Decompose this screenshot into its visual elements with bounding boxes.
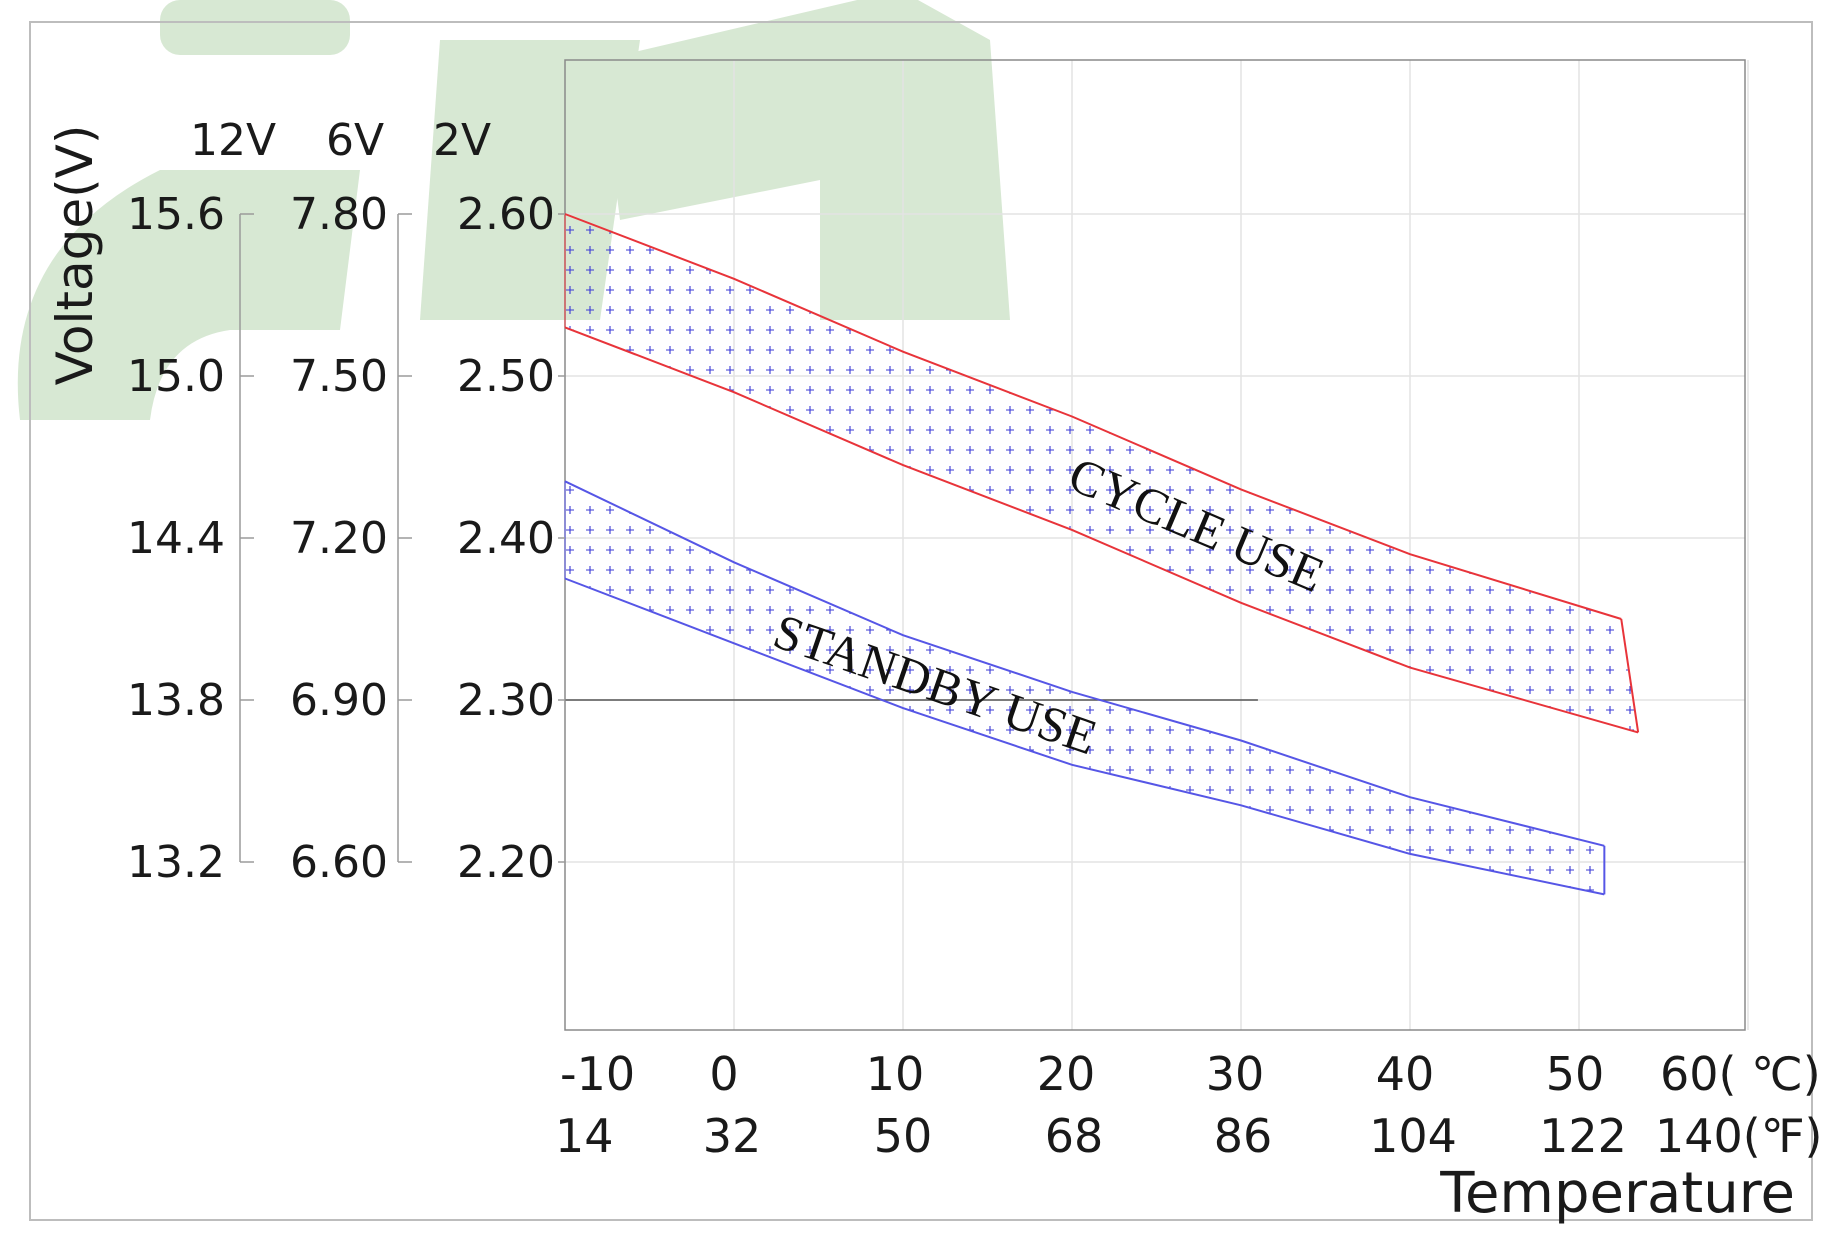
watermark-shape [160, 0, 350, 55]
x-tick-label-fahrenheit: 104 [1369, 1109, 1457, 1163]
standby-use-lower-line [564, 577, 1605, 896]
y-tick-label-12v: 15.6 [127, 189, 225, 240]
y-tick-label-2v: 2.60 [457, 189, 555, 240]
standby-use-upper-line [564, 480, 1605, 847]
x-tick-label-celsius: -10 [560, 1047, 635, 1101]
watermark-shape [600, 0, 1010, 320]
y-tick-label-12v: 15.0 [127, 351, 225, 402]
y-scales: 15.6 15.0 14.4 13.8 13.2 7.80 7.50 7.20 6.90 6.60… [127, 189, 565, 888]
x-tick-label-celsius: 30 [1206, 1047, 1265, 1101]
x-tick-label-fahrenheit: 122 [1539, 1109, 1627, 1163]
x-tick-label-celsius: 0 [709, 1047, 738, 1101]
y-axis-title: Voltage(V) [46, 125, 104, 386]
x-tick-label-fahrenheit: 140(℉) [1655, 1109, 1822, 1163]
y-tick-label-2v: 2.50 [457, 351, 555, 402]
x-tick-label-celsius: 60( ℃) [1660, 1047, 1821, 1101]
x-tick-label-fahrenheit: 14 [555, 1109, 614, 1163]
x-tick-label-fahrenheit: 68 [1045, 1109, 1104, 1163]
x-tick-label-celsius: 20 [1037, 1047, 1096, 1101]
y-tick-label-6v: 7.50 [290, 351, 388, 402]
cycle-use-band [565, 214, 1639, 733]
x-tick-label-celsius: 50 [1546, 1047, 1605, 1101]
x-tick-label-fahrenheit: 50 [874, 1109, 933, 1163]
y-tick-label-6v: 6.90 [290, 675, 388, 726]
x-tick-label-celsius: 10 [866, 1047, 925, 1101]
scale-header-12v: 12V [190, 115, 276, 166]
y-tick-label-2v: 2.40 [457, 513, 555, 564]
standby-use-band [565, 481, 1605, 895]
y-tick-label-12v: 13.2 [127, 837, 225, 888]
scale-header-2v: 2V [433, 115, 491, 166]
x-tick-label-celsius: 40 [1376, 1047, 1435, 1101]
x-tick-label-fahrenheit: 86 [1214, 1109, 1273, 1163]
y-tick-label-6v: 7.20 [290, 513, 388, 564]
x-ticks: -10 14 0 32 10 50 20 68 30 86 40 104 50 122 60( ℃) 140(… [555, 1047, 1822, 1163]
y-tick-label-12v: 13.8 [127, 675, 225, 726]
y-tick-label-6v: 6.60 [290, 837, 388, 888]
x-tick-label-fahrenheit: 32 [703, 1109, 762, 1163]
outer-frame [29, 21, 1813, 1221]
y-tick-label-12v: 14.4 [127, 513, 225, 564]
cycle-use-upper-line [564, 213, 1622, 620]
cycle-use-end-line [1620, 618, 1640, 733]
watermark-shape [17, 170, 361, 420]
scale-header-6v: 6V [326, 115, 384, 166]
x-axis-title: Temperature [1439, 1161, 1795, 1226]
y-tick-label-2v: 2.20 [457, 837, 555, 888]
cycle-use-lower-line [564, 326, 1639, 734]
standby-use-label: STANDBY USE [767, 603, 1104, 766]
y-tick-label-2v: 2.30 [457, 675, 555, 726]
y-tick-label-6v: 7.80 [290, 189, 388, 240]
